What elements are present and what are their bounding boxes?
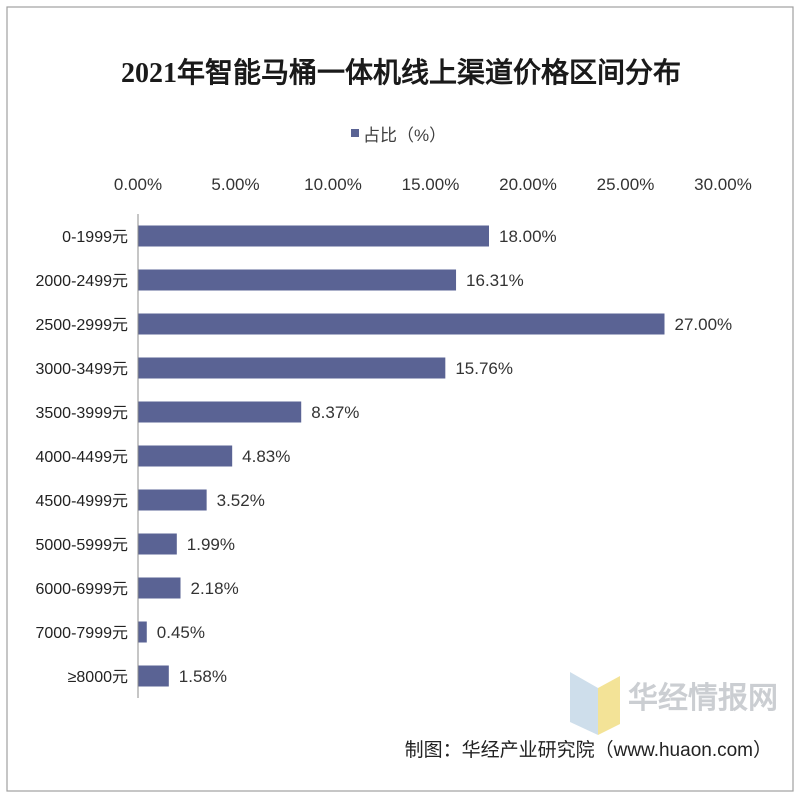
category-label: 3000-3499元 bbox=[35, 361, 128, 378]
bar bbox=[138, 313, 665, 335]
category-label: 6000-6999元 bbox=[35, 581, 128, 598]
x-tick-label: 25.00% bbox=[597, 175, 655, 194]
data-label: 0.45% bbox=[157, 623, 205, 642]
x-tick-label: 10.00% bbox=[304, 175, 362, 194]
watermark-logo bbox=[570, 672, 620, 735]
watermark: 华经情报网 bbox=[570, 672, 778, 735]
data-label: 1.99% bbox=[187, 535, 235, 554]
category-label: 0-1999元 bbox=[62, 229, 128, 246]
bar bbox=[138, 401, 302, 423]
data-label: 16.31% bbox=[466, 271, 524, 290]
legend: 占比（%） bbox=[351, 126, 446, 145]
category-label: 2000-2499元 bbox=[35, 273, 128, 290]
bar bbox=[138, 445, 233, 467]
watermark-logo-right bbox=[598, 676, 620, 735]
bar bbox=[138, 269, 457, 291]
chart-title: 2021年智能马桶一体机线上渠道价格区间分布 bbox=[121, 56, 681, 89]
x-tick-label: 5.00% bbox=[211, 175, 259, 194]
bar bbox=[138, 489, 207, 511]
bars bbox=[138, 225, 665, 687]
data-label: 15.76% bbox=[455, 359, 513, 378]
bar bbox=[138, 225, 489, 247]
bar bbox=[138, 577, 181, 599]
category-label: 5000-5999元 bbox=[35, 537, 128, 554]
category-label: 4500-4999元 bbox=[35, 493, 128, 510]
legend-swatch bbox=[351, 129, 359, 137]
x-tick-label: 30.00% bbox=[694, 175, 752, 194]
data-labels: 18.00% 16.31% 27.00% 15.76% 8.37% 4.83% 3.52% 1… bbox=[157, 227, 732, 686]
bar bbox=[138, 621, 147, 643]
x-tick-label: 20.00% bbox=[499, 175, 557, 194]
data-label: 3.52% bbox=[217, 491, 265, 510]
category-label: 7000-7999元 bbox=[35, 625, 128, 642]
bar bbox=[138, 533, 177, 555]
x-tick-label: 15.00% bbox=[402, 175, 460, 194]
x-tick-label: 0.00% bbox=[114, 175, 162, 194]
data-label: 27.00% bbox=[675, 315, 733, 334]
data-label: 2.18% bbox=[191, 579, 239, 598]
category-label: ≥8000元 bbox=[68, 669, 128, 686]
source-note: 制图：华经产业研究院（www.huaon.com） bbox=[405, 739, 772, 761]
category-label: 3500-3999元 bbox=[35, 405, 128, 422]
data-label: 4.83% bbox=[242, 447, 290, 466]
watermark-text: 华经情报网 bbox=[628, 681, 778, 715]
watermark-logo-left bbox=[570, 672, 598, 735]
data-label: 1.58% bbox=[179, 667, 227, 686]
category-label: 4000-4499元 bbox=[35, 449, 128, 466]
category-labels: 0-1999元 2000-2499元 2500-2999元 3000-3499元 350… bbox=[35, 229, 128, 686]
bar bbox=[138, 357, 446, 379]
legend-label: 占比（%） bbox=[363, 126, 446, 145]
data-label: 8.37% bbox=[311, 403, 359, 422]
bar bbox=[138, 665, 169, 687]
x-axis-ticks: 0.00% 5.00% 10.00% 15.00% 20.00% 25.00% 30.00% bbox=[114, 175, 752, 194]
data-label: 18.00% bbox=[499, 227, 557, 246]
category-label: 2500-2999元 bbox=[35, 317, 128, 334]
